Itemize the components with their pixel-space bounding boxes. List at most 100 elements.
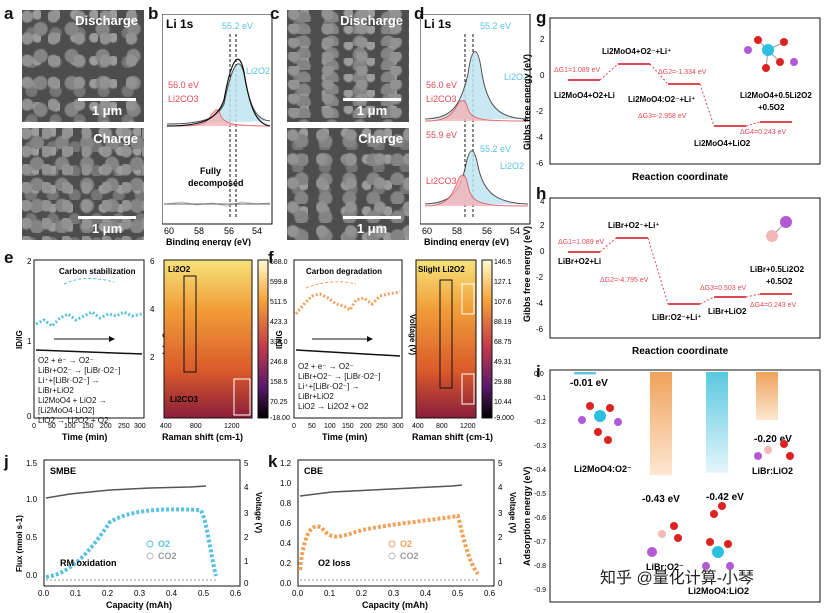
ytick: -0.2 — [534, 419, 546, 426]
ytick: 2 — [244, 533, 249, 542]
state-label: +0.5O2 — [766, 277, 793, 286]
delta-g: ΔG4=0.243 eV — [740, 129, 786, 136]
ytick: 4 — [498, 483, 503, 492]
chart-j: SMBE Flux (nmol s-1) Voltage (V) 1.5 1.0… — [15, 459, 263, 610]
sem-title: Charge — [93, 131, 138, 146]
xtick: 0.6 — [230, 589, 242, 598]
xtick: 0.4 — [166, 589, 178, 598]
xtick: 200 — [360, 423, 372, 430]
colorbar-tick: 599.8 — [270, 279, 288, 286]
yaxis-label: ID/IG — [276, 330, 284, 349]
ytick: 1.2 — [280, 459, 292, 468]
delta-g: ΔG3=0.503 eV — [700, 285, 746, 292]
bar-value: -0.20 eV — [754, 434, 792, 445]
ytick: -0.6 — [534, 515, 546, 522]
chart-title: CBE — [304, 466, 323, 476]
xaxis-label: Raman shift (cm-1) — [412, 432, 493, 442]
xtick: 300 — [392, 423, 404, 430]
colorbar-tick: 10.44 — [494, 399, 512, 406]
xtick: 0.3 — [388, 589, 400, 598]
sem-title: Discharge — [75, 13, 138, 28]
peak-label-li2co3: 56.0 eV — [168, 80, 199, 90]
colorbar-tick: 29.88 — [494, 379, 512, 386]
xaxis-label: Reaction coordinate — [632, 172, 729, 183]
xtick: 200 — [100, 423, 112, 430]
xps-title: Li 1s — [166, 17, 194, 31]
xaxis-label: Capacity (mAh) — [106, 600, 172, 610]
colorbar-tick: 511.5 — [270, 299, 287, 306]
ytick: 4 — [244, 483, 249, 492]
xtick: 400 — [412, 423, 424, 430]
sem-image-a-discharge: Discharge 1 μm — [22, 10, 144, 122]
bar-value: -0.43 eV — [642, 494, 680, 505]
ytick: -6 — [536, 325, 544, 334]
colorbar-tick: -18.00 — [270, 415, 290, 422]
xtick: 58 — [452, 226, 462, 236]
xps-title: Li 1s — [424, 17, 452, 31]
ytick: -4 — [536, 299, 544, 308]
xaxis-label: Time (min) — [62, 432, 107, 442]
xtick: 300 — [134, 423, 146, 430]
species-label: Li2O2 — [500, 161, 524, 171]
ytick: -2 — [536, 107, 544, 116]
ytick: -0.3 — [534, 443, 546, 450]
chart-e: Carbon stabilization ID/IG 6 4 2 2 1 0 V… — [15, 257, 290, 442]
species-label: Li2CO3 — [426, 176, 457, 186]
ytick: -2 — [536, 273, 544, 282]
colorbar-tick: 68.75 — [494, 339, 512, 346]
species-li2co3: Li2CO3 — [168, 94, 199, 104]
molecule-icon — [647, 522, 682, 557]
xtick: 0.2 — [102, 589, 114, 598]
panel-label-c: c — [270, 4, 280, 23]
ytick: -4 — [536, 133, 544, 142]
ytick: 1 — [244, 557, 249, 566]
colorbar-tick: 688.0 — [270, 259, 288, 266]
ytick: 2 — [150, 353, 155, 362]
ytick: 0 — [27, 412, 32, 421]
xtick: 60 — [164, 226, 174, 236]
panel-label-k: k — [268, 452, 278, 471]
bar-name: Li2MoO4:O2⁻ — [574, 464, 632, 474]
species-label: Li2O2 — [504, 72, 528, 82]
ytick: 0 — [540, 247, 545, 256]
xaxis-label: Raman shift (cm-1) — [162, 432, 243, 442]
state-label: LiBr+0.5Li2O2 — [750, 265, 805, 274]
reaction-equations-f: O2 + e⁻ → O2⁻ LiBr+O2⁻ → [LiBr·O2⁻] Li⁺+[L… — [298, 362, 381, 411]
xtick: 54 — [252, 226, 262, 236]
legend-co2: CO2 — [158, 551, 177, 561]
reaction-equations-e: O2 + e⁻ → O2⁻ LiBr+O2⁻ → [LiBr·O2⁻] Li⁺+[L… — [38, 356, 121, 425]
yaxis-label: Gibbs free energy (eV) — [522, 226, 532, 322]
ytick: 0.2 — [280, 559, 292, 568]
legend-o2: O2 — [158, 539, 170, 549]
energy-diagram-g: Gibbs free energy (eV) 2 0 -2 -4 -6 Li2M… — [522, 17, 821, 183]
adsorption-bar — [756, 372, 778, 420]
state-label: Li2MoO4+O2+Li — [554, 91, 615, 100]
species-li2o2: Li2O2 — [246, 66, 270, 76]
molecule-icon — [578, 402, 622, 444]
state-label: LiBr+LiO2 — [708, 307, 747, 316]
ytick: 2 — [540, 221, 545, 230]
sem-image-c-discharge: Discharge 1 μm — [287, 10, 409, 122]
xps-chart-d: Li 1s 55.2 eV 56.0 eV Li2O2 Li2CO3 55.2 … — [420, 14, 531, 246]
xtick: 56 — [224, 226, 234, 236]
peak-label: 55.9 eV — [426, 130, 457, 140]
yaxis-label: Flux (nmol s-1) — [15, 515, 24, 572]
energy-diagram-h: Gibbs free energy (eV) 4 2 0 -2 -4 -6 Li… — [522, 197, 821, 357]
xtick: 50 — [48, 423, 56, 430]
ytick: -0.5 — [534, 491, 546, 498]
ytick: -6 — [536, 159, 544, 168]
adsorption-bar — [706, 372, 728, 473]
colorbar-tick: 127.1 — [494, 279, 512, 286]
colorbar-tick: -9.000 — [494, 415, 514, 422]
xtick: 1200 — [224, 423, 240, 430]
legend-o2: O2 — [400, 539, 412, 549]
ytick: 5 — [244, 459, 249, 468]
molecule-icon — [702, 502, 734, 570]
delta-g: ΔG2=-4.795 eV — [600, 277, 649, 284]
ytick: 4 — [540, 197, 545, 206]
annotation: Carbon stabilization — [59, 267, 136, 276]
panel-label-f: f — [268, 248, 274, 267]
ytick: 2 — [498, 533, 503, 542]
xtick: 150 — [342, 423, 354, 430]
ytick: -0.1 — [534, 395, 546, 402]
